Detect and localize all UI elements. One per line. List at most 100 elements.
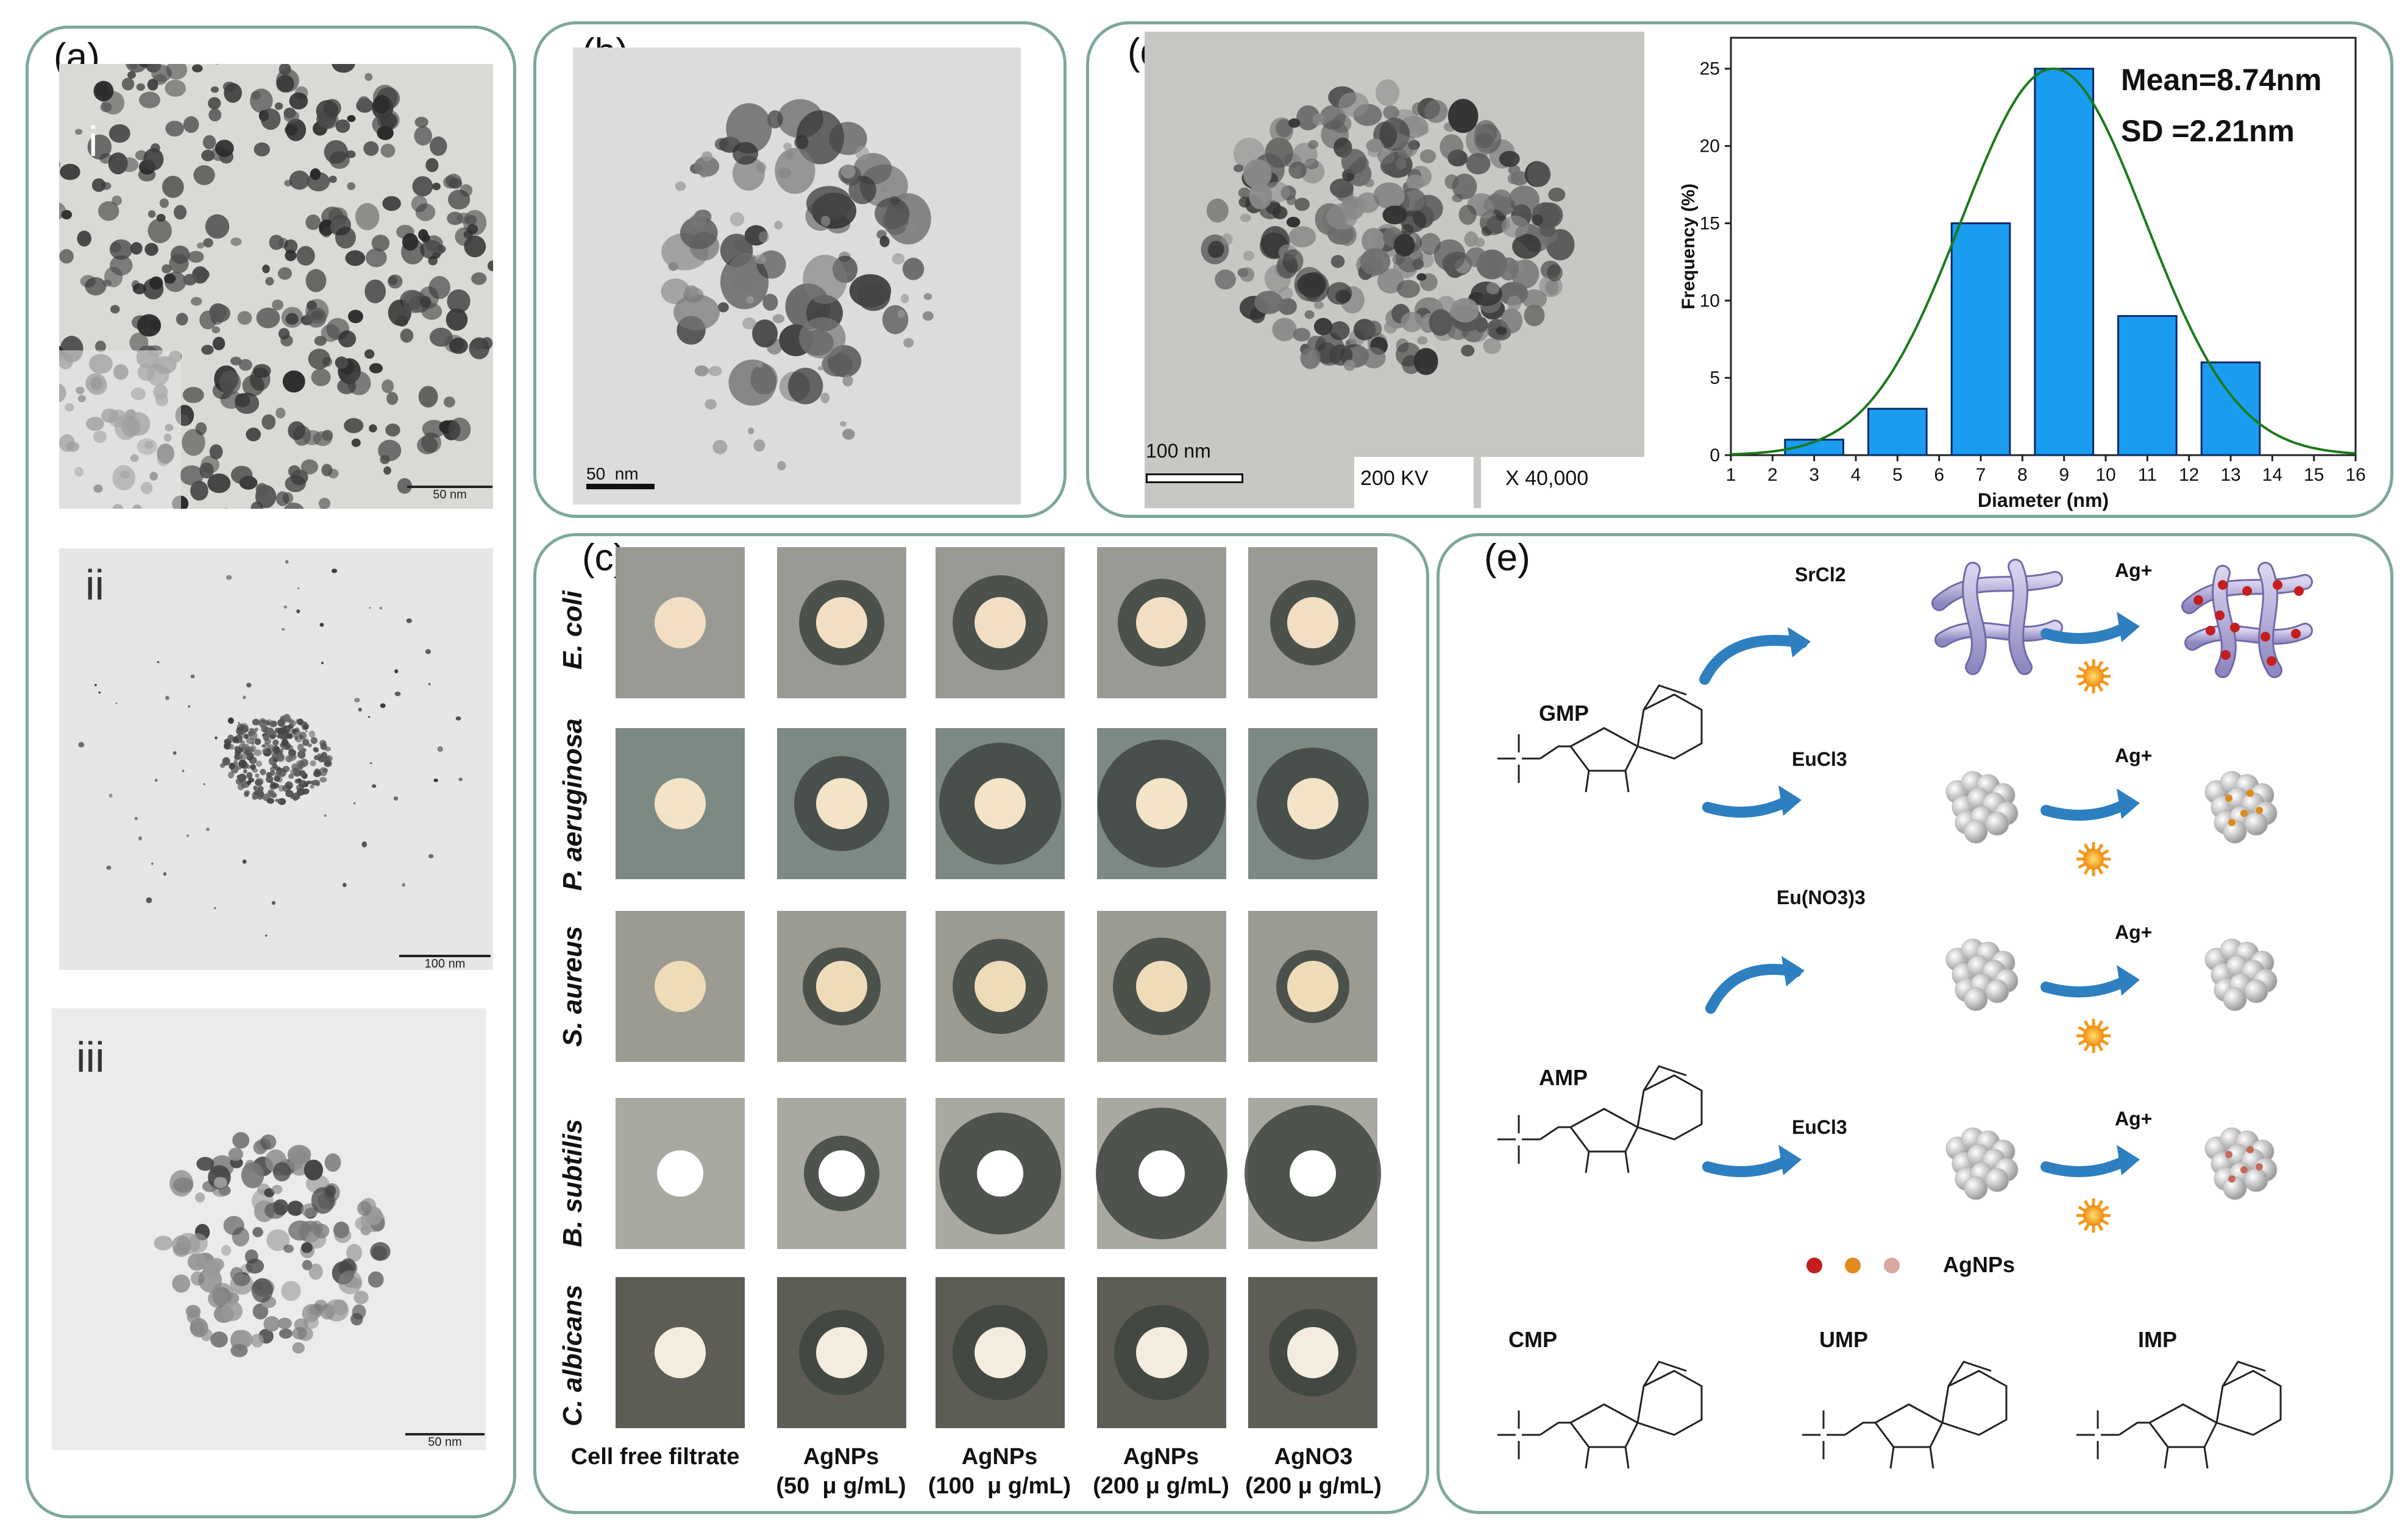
antibiotic-disk [1290, 1150, 1336, 1197]
arrow-srcl2-head [1788, 627, 1811, 657]
agar-plate-cell [1248, 911, 1377, 1062]
antibiotic-disk [1287, 961, 1338, 1012]
silver-nanoparticle [2246, 790, 2254, 797]
arrow-eu-no3-head [1781, 956, 1805, 986]
histogram-bar [1950, 222, 2011, 456]
antibiotic-disk [1287, 597, 1338, 648]
antibiotic-disk [975, 961, 1026, 1012]
x-tick-label: 2 [1767, 465, 1778, 485]
silver-nanoparticle [2228, 1175, 2236, 1183]
arrow-eucl3-2-head [1778, 1145, 1802, 1175]
subfigure-label-ii: ii [85, 561, 105, 609]
organism-label: S. aureus [558, 925, 588, 1047]
y-tick-label: 0 [1710, 445, 1720, 465]
light-source-3 [2076, 1019, 2111, 1053]
silver-nanoparticle [2261, 632, 2270, 642]
agar-plate-cell [936, 728, 1065, 879]
agar-plate-cell [616, 547, 745, 698]
x-tick-label: 15 [2304, 465, 2324, 485]
molecule-cmp: CMP [1508, 1327, 1557, 1352]
arrow-ag-4-head [2117, 1145, 2140, 1175]
antibiotic-disk [1287, 778, 1338, 829]
x-tick-label: 8 [2017, 465, 2028, 485]
histogram-bar [2117, 315, 2178, 456]
arrow-srcl2 [1699, 635, 1808, 685]
agar-plate-cell [1245, 1098, 1381, 1249]
silver-nanoparticle [2230, 623, 2240, 632]
antibiotic-disk [1138, 1150, 1185, 1197]
voltage-label: 200 KV [1354, 457, 1474, 508]
light-source-1 [2076, 659, 2111, 693]
tem-image-b [573, 48, 1021, 504]
scale-bar-a-ii: 100 nm [399, 954, 491, 971]
antibiotic-disk [655, 961, 706, 1012]
antibiotic-disk [816, 1327, 867, 1378]
silver-nanoparticle [2256, 807, 2263, 814]
agnp-eu-cluster-2 [2204, 938, 2278, 1011]
treatment-label: AgNO3 (200 μ g/mL) [1245, 1444, 1382, 1499]
antibiotic-disk [975, 597, 1026, 648]
silver-nanoparticle [2273, 580, 2282, 590]
antibiotic-disk [1287, 1327, 1338, 1378]
eu-amp-cluster [1945, 1127, 2019, 1200]
nanoparticle-cluster [219, 713, 333, 805]
legend-dot-orange [1845, 1258, 1861, 1273]
scale-bar-d: 100 nm [1146, 440, 1243, 483]
silver-nanoparticle [2267, 656, 2276, 666]
silver-nanoparticle [2291, 629, 2301, 639]
agar-plate-cell [936, 1098, 1065, 1249]
silver-nanoparticle [2221, 650, 2231, 660]
silver-nanoparticle [2294, 586, 2304, 596]
antibiotic-disk [1136, 1327, 1187, 1378]
agar-plate-cell [1248, 1277, 1377, 1428]
silver-nanoparticle [2242, 586, 2252, 596]
histogram-bar [2200, 361, 2261, 456]
agar-plate-cell [616, 1277, 745, 1428]
amp-structure [1497, 1065, 1703, 1173]
tem-image-a-ii [59, 548, 493, 970]
antibiotic-disk [975, 1327, 1026, 1378]
panel-e [1437, 533, 2393, 1514]
x-axis-label: Diameter (nm) [1978, 489, 2109, 511]
y-tick-label: 10 [1700, 291, 1720, 311]
silver-nanoparticle [2225, 1151, 2232, 1158]
silver-nanoparticle [2256, 1163, 2263, 1170]
magnification-label: X 40,000 [1481, 457, 1646, 508]
antibiotic-disk [977, 1150, 1023, 1197]
y-tick-label: 5 [1710, 368, 1720, 388]
x-tick-label: 9 [2059, 465, 2069, 485]
organism-label: C. albicans [558, 1284, 588, 1426]
scattered-particles [78, 560, 463, 937]
x-tick-label: 3 [1809, 465, 1819, 485]
arrow-ag-3-head [2117, 965, 2140, 996]
agar-plate-cell [1248, 728, 1377, 879]
arrow-ag-3 [2040, 975, 2131, 997]
y-axis-label: Frequency (%) [1678, 183, 1699, 310]
reagent-eu-no3: Eu(NO3)3 [1777, 887, 1866, 908]
x-tick-label: 4 [1851, 465, 1861, 485]
silver-nanoparticle [2193, 595, 2203, 605]
agar-plate-cell [1096, 1098, 1227, 1249]
nanoparticle-aggregate [1201, 79, 1575, 375]
antibiotic-disk [816, 778, 867, 829]
agar-plate-cell [777, 728, 906, 879]
histogram-chart: 1 2 3 4 5 6 7 8 9 10 11 12 13 14 15 160510152025Diamete… [1678, 37, 2366, 511]
agar-plate-cell [936, 547, 1065, 698]
gaussian-fit-line [1730, 67, 2356, 456]
gmp-sr-hydrogel [1931, 559, 2063, 675]
arrow-ag-2-head [2117, 788, 2140, 819]
silver-nanoparticle [2215, 611, 2225, 620]
ag-label-4: Ag+ [2115, 1108, 2153, 1130]
antibiotic-disk [655, 1327, 706, 1378]
imp-structure [2076, 1361, 2282, 1469]
ag-label-2: Ag+ [2115, 745, 2153, 766]
x-tick-label: 6 [1934, 465, 1944, 485]
reagent-eucl3-1: EuCl3 [1792, 748, 1847, 770]
eu-gmp-cluster [1945, 771, 2019, 844]
agar-plate-cell [777, 911, 906, 1062]
light-source-4 [2076, 1198, 2111, 1233]
y-tick-label: 25 [1700, 59, 1720, 79]
scale-bar-b-label: 50 nm [586, 464, 639, 483]
histogram-bar [1867, 408, 1928, 456]
subfigure-label-iii: iii [76, 1033, 105, 1081]
